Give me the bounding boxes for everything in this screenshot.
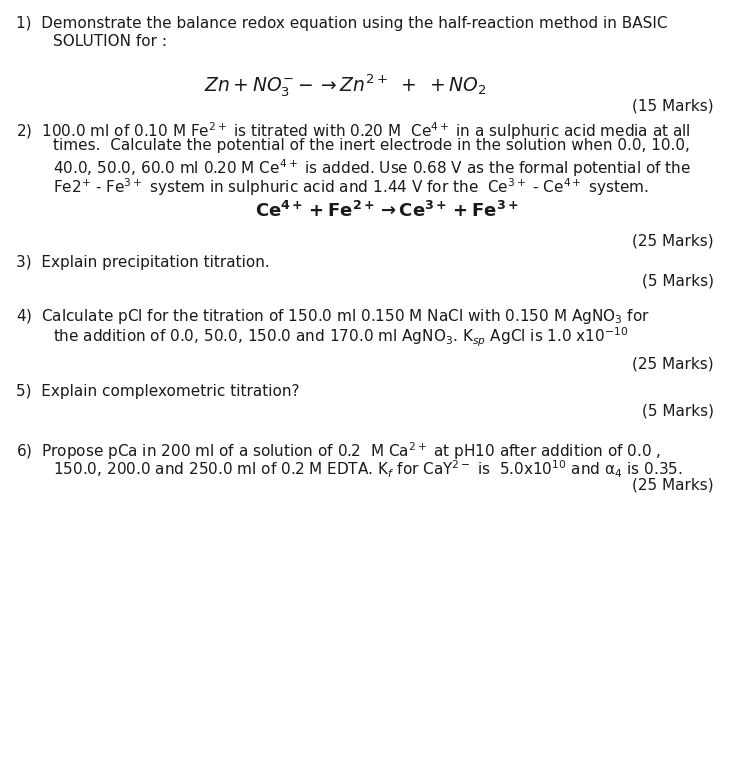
Text: (5 Marks): (5 Marks) [642, 403, 714, 418]
Text: 3)  Explain precipitation titration.: 3) Explain precipitation titration. [16, 255, 270, 270]
Text: $\mathit{Zn + NO_3^{-} - \rightarrow Zn^{2+}\ +\ +NO_2}$: $\mathit{Zn + NO_3^{-} - \rightarrow Zn^… [204, 72, 487, 99]
Text: $\mathbf{Ce^{4+} + Fe^{2+}\rightarrow Ce^{3+} + Fe^{3+}}$: $\mathbf{Ce^{4+} + Fe^{2+}\rightarrow Ce… [255, 201, 519, 221]
Text: 5)  Explain complexometric titration?: 5) Explain complexometric titration? [16, 384, 299, 399]
Text: (25 Marks): (25 Marks) [632, 233, 714, 248]
Text: 40.0, 50.0, 60.0 ml 0.20 M Ce$^{4+}$ is added. Use 0.68 V as the formal potentia: 40.0, 50.0, 60.0 ml 0.20 M Ce$^{4+}$ is … [53, 157, 691, 179]
Text: the addition of 0.0, 50.0, 150.0 and 170.0 ml AgNO$_3$. K$_{sp}$ AgCl is 1.0 x10: the addition of 0.0, 50.0, 150.0 and 170… [53, 325, 628, 349]
Text: 4)  Calculate pCl for the titration of 150.0 ml 0.150 M NaCl with 0.150 M AgNO$_: 4) Calculate pCl for the titration of 15… [16, 307, 650, 325]
Text: (15 Marks): (15 Marks) [632, 98, 714, 113]
Text: (25 Marks): (25 Marks) [632, 478, 714, 492]
Text: 1)  Demonstrate the balance redox equation using the half-reaction method in BAS: 1) Demonstrate the balance redox equatio… [16, 16, 667, 30]
Text: Fe2$^{+}$ - Fe$^{3+}$ system in sulphuric acid and 1.44 V for the  Ce$^{3+}$ - C: Fe2$^{+}$ - Fe$^{3+}$ system in sulphuri… [53, 176, 648, 198]
Text: times.  Calculate the potential of the inert electrode in the solution when 0.0,: times. Calculate the potential of the in… [53, 138, 689, 153]
Text: 2)  100.0 ml of 0.10 M Fe$^{2+}$ is titrated with 0.20 M  Ce$^{4+}$ in a sulphur: 2) 100.0 ml of 0.10 M Fe$^{2+}$ is titra… [16, 120, 691, 142]
Text: 150.0, 200.0 and 250.0 ml of 0.2 M EDTA. K$_f$ for CaY$^{2-}$ is  5.0x10$^{10}$ : 150.0, 200.0 and 250.0 ml of 0.2 M EDTA.… [53, 459, 683, 481]
Text: SOLUTION for :: SOLUTION for : [53, 34, 166, 49]
Text: (25 Marks): (25 Marks) [632, 356, 714, 371]
Text: 6)  Propose pCa in 200 ml of a solution of 0.2  M Ca$^{2+}$ at pH10 after additi: 6) Propose pCa in 200 ml of a solution o… [16, 440, 661, 462]
Text: (5 Marks): (5 Marks) [642, 274, 714, 289]
